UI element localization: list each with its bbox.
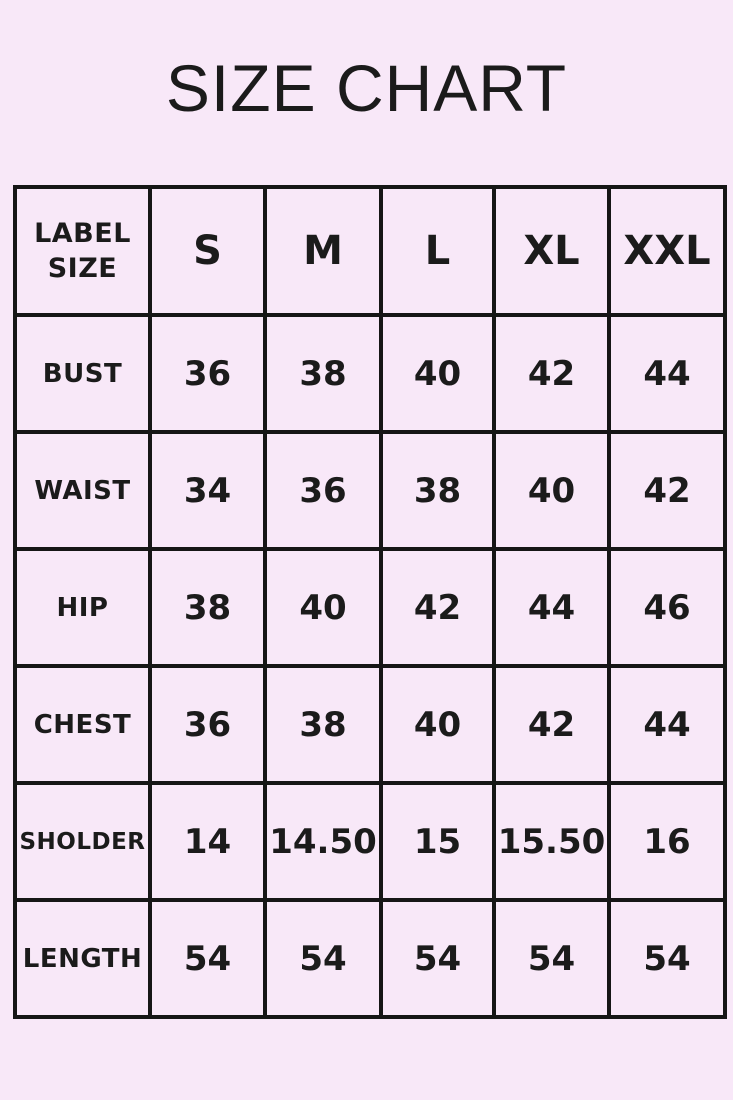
row-label-waist: WAIST — [13, 430, 152, 551]
cell-bust-xl: 42 — [492, 313, 611, 434]
table-row-bust: BUST 36 38 40 42 44 — [13, 313, 727, 434]
corner-header-label-size: LABEL SIZE — [13, 185, 152, 317]
cell-sholder-m: 14.50 — [263, 781, 383, 902]
cell-hip-s: 38 — [148, 547, 267, 668]
cell-waist-s: 34 — [148, 430, 267, 551]
cell-length-m: 54 — [263, 898, 383, 1019]
row-label-length: LENGTH — [13, 898, 152, 1019]
column-header-m: M — [263, 185, 383, 317]
table-row-sholder: SHOLDER 14 14.50 15 15.50 16 — [13, 781, 727, 902]
cell-chest-xl: 42 — [492, 664, 611, 785]
cell-chest-xxl: 44 — [607, 664, 727, 785]
column-header-s: S — [148, 185, 267, 317]
table-header-row: LABEL SIZE S M L XL XXL — [13, 185, 727, 317]
table-row-length: LENGTH 54 54 54 54 54 — [13, 898, 727, 1019]
cell-length-s: 54 — [148, 898, 267, 1019]
cell-bust-l: 40 — [379, 313, 496, 434]
cell-waist-xxl: 42 — [607, 430, 727, 551]
size-chart-table: LABEL SIZE S M L XL XXL BUST 36 38 40 42… — [13, 185, 727, 1019]
cell-bust-xxl: 44 — [607, 313, 727, 434]
cell-sholder-l: 15 — [379, 781, 496, 902]
row-label-bust: BUST — [13, 313, 152, 434]
cell-waist-xl: 40 — [492, 430, 611, 551]
cell-bust-m: 38 — [263, 313, 383, 434]
cell-hip-m: 40 — [263, 547, 383, 668]
column-header-xl: XL — [492, 185, 611, 317]
cell-hip-xxl: 46 — [607, 547, 727, 668]
cell-length-l: 54 — [379, 898, 496, 1019]
page-title: SIZE CHART — [165, 51, 568, 125]
table-row-chest: CHEST 36 38 40 42 44 — [13, 664, 727, 785]
table-row-hip: HIP 38 40 42 44 46 — [13, 547, 727, 668]
row-label-chest: CHEST — [13, 664, 152, 785]
row-label-hip: HIP — [13, 547, 152, 668]
cell-sholder-xl: 15.50 — [492, 781, 611, 902]
cell-hip-xl: 44 — [492, 547, 611, 668]
row-label-sholder: SHOLDER — [13, 781, 152, 902]
cell-length-xl: 54 — [492, 898, 611, 1019]
table-row-waist: WAIST 34 36 38 40 42 — [13, 430, 727, 551]
cell-length-xxl: 54 — [607, 898, 727, 1019]
cell-sholder-s: 14 — [148, 781, 267, 902]
cell-chest-s: 36 — [148, 664, 267, 785]
cell-waist-l: 38 — [379, 430, 496, 551]
column-header-l: L — [379, 185, 496, 317]
cell-chest-l: 40 — [379, 664, 496, 785]
column-header-xxl: XXL — [607, 185, 727, 317]
cell-bust-s: 36 — [148, 313, 267, 434]
cell-hip-l: 42 — [379, 547, 496, 668]
cell-sholder-xxl: 16 — [607, 781, 727, 902]
cell-waist-m: 36 — [263, 430, 383, 551]
cell-chest-m: 38 — [263, 664, 383, 785]
